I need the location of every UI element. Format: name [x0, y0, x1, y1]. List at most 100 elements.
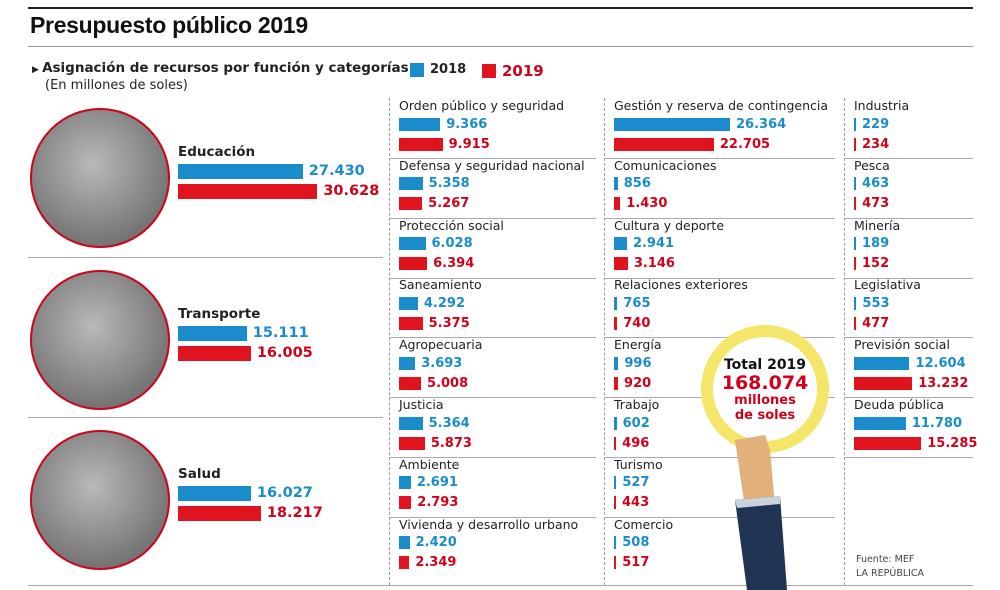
- value-label-2019: 152: [862, 256, 890, 272]
- bar-row-2019: 5.267: [399, 195, 585, 213]
- category-panel: Trabajo 602 496: [614, 397, 659, 452]
- category-label: Comunicaciones: [614, 157, 717, 173]
- bar-2018: [614, 416, 617, 430]
- column-divider: [844, 98, 845, 585]
- bar-2019: [614, 257, 628, 271]
- bar-row-2019: 15.285: [854, 434, 977, 452]
- units-label: (En millones de soles): [45, 78, 188, 93]
- bar-2019: [854, 197, 857, 211]
- category-panel: Comercio 508 517: [614, 517, 673, 572]
- value-label-2018: 602: [622, 415, 650, 431]
- bar-2019: [614, 137, 714, 151]
- category-panel: Transporte 15.111 16.005: [178, 306, 313, 362]
- bar-row-2018: 2.691: [399, 474, 459, 492]
- bar-row-2019: 517: [614, 554, 673, 572]
- row-divider: [390, 277, 596, 279]
- bar-row-2019: 9.915: [399, 135, 564, 153]
- category-label: Cultura y deporte: [614, 217, 725, 233]
- bar-row-2019: 6.394: [399, 255, 504, 273]
- category-panel: Comunicaciones 856 1.430: [614, 158, 717, 213]
- bar-row-2018: 9.366: [399, 115, 564, 133]
- bar-2018: [178, 485, 251, 501]
- title-rule: [28, 46, 973, 47]
- value-label-2018: 16.027: [256, 485, 313, 501]
- category-label: Trabajo: [614, 397, 660, 412]
- category-label: Energía: [614, 337, 662, 353]
- bar-row-2019: 443: [614, 494, 663, 512]
- category-label: Transporte: [178, 306, 261, 322]
- row-divider: [390, 337, 596, 339]
- bar-2018: [614, 117, 730, 131]
- bar-row-2018: 765: [614, 294, 748, 312]
- category-panel: Legislativa 553 477: [854, 277, 921, 332]
- bar-2019: [854, 436, 922, 450]
- bar-2018: [614, 237, 627, 251]
- value-label-2019: 16.005: [256, 345, 313, 361]
- category-panel: Defensa y seguridad nacional 5.358 5.267: [399, 158, 585, 213]
- subtitle-text: Asignación de recursos por función y cat…: [42, 60, 409, 76]
- bar-2018: [614, 536, 617, 550]
- bar-row-2018: 463: [854, 175, 890, 193]
- row-divider: [390, 217, 596, 219]
- bar-row-2019: 18.217: [178, 504, 323, 522]
- value-label-2018: 26.364: [736, 116, 787, 132]
- value-label-2018: 508: [622, 535, 650, 551]
- bar-row-2018: 3.693: [399, 354, 482, 372]
- bar-2019: [399, 496, 412, 510]
- photo-transporte: [30, 270, 170, 410]
- bar-row-2018: 5.364: [399, 414, 472, 432]
- bar-row-2019: 3.146: [614, 255, 724, 273]
- value-label-2018: 12.604: [915, 355, 966, 371]
- row-divider: [605, 337, 835, 339]
- value-label-2019: 517: [622, 555, 650, 571]
- value-label-2019: 5.267: [428, 196, 470, 212]
- value-label-2018: 11.780: [911, 415, 962, 431]
- total-label: Total 2019: [723, 357, 807, 373]
- bar-row-2018: 11.780: [854, 414, 977, 432]
- bar-row-2018: 229: [854, 115, 909, 133]
- value-label-2018: 765: [623, 295, 651, 311]
- bar-row-2019: 30.628: [178, 182, 379, 200]
- category-label: Turismo: [614, 456, 663, 472]
- bar-2018: [399, 237, 426, 251]
- bar-row-2019: 740: [614, 314, 748, 332]
- row-divider: [605, 457, 835, 458]
- bar-2019: [854, 257, 856, 271]
- legend-2019: 2019: [482, 62, 544, 80]
- value-label-2018: 189: [862, 236, 890, 252]
- bar-2019: [614, 556, 617, 570]
- row-divider: [28, 417, 383, 418]
- value-label-2019: 443: [622, 495, 650, 511]
- row-divider: [605, 217, 835, 219]
- value-label-2019: 920: [624, 375, 652, 391]
- category-panel: Deuda pública 11.780 15.285: [854, 397, 977, 452]
- bar-2019: [399, 556, 410, 570]
- category-label: Salud: [178, 466, 221, 482]
- bar-2019: [399, 436, 425, 450]
- row-divider: [390, 397, 596, 399]
- bar-row-2019: 13.232: [854, 374, 968, 392]
- row-divider: [845, 277, 973, 279]
- value-label-2019: 2.349: [415, 555, 457, 571]
- bar-2019: [614, 376, 619, 390]
- bar-row-2019: 920: [614, 374, 662, 392]
- legend-2018: 2018: [410, 62, 466, 77]
- category-panel: Cultura y deporte 2.941 3.146: [614, 218, 724, 273]
- bar-2019: [854, 376, 913, 390]
- category-panel: Saneamiento 4.292 5.375: [399, 277, 482, 332]
- bar-2019: [854, 316, 857, 330]
- bar-row-2018: 856: [614, 175, 717, 193]
- value-label-2019: 30.628: [323, 183, 380, 199]
- source-line: Fuente: MEF: [856, 554, 915, 565]
- column-divider: [604, 98, 605, 585]
- bar-row-2018: 508: [614, 534, 673, 552]
- value-label-2019: 13.232: [918, 375, 969, 391]
- value-label-2019: 740: [623, 315, 651, 331]
- bar-row-2019: 16.005: [178, 344, 313, 362]
- total-value: 168.074: [721, 372, 809, 394]
- bar-2019: [614, 197, 621, 211]
- page-title: Presupuesto público 2019: [30, 12, 308, 38]
- value-label-2019: 5.375: [428, 315, 470, 331]
- value-label-2018: 6.028: [431, 236, 473, 252]
- bar-row-2019: 477: [854, 314, 921, 332]
